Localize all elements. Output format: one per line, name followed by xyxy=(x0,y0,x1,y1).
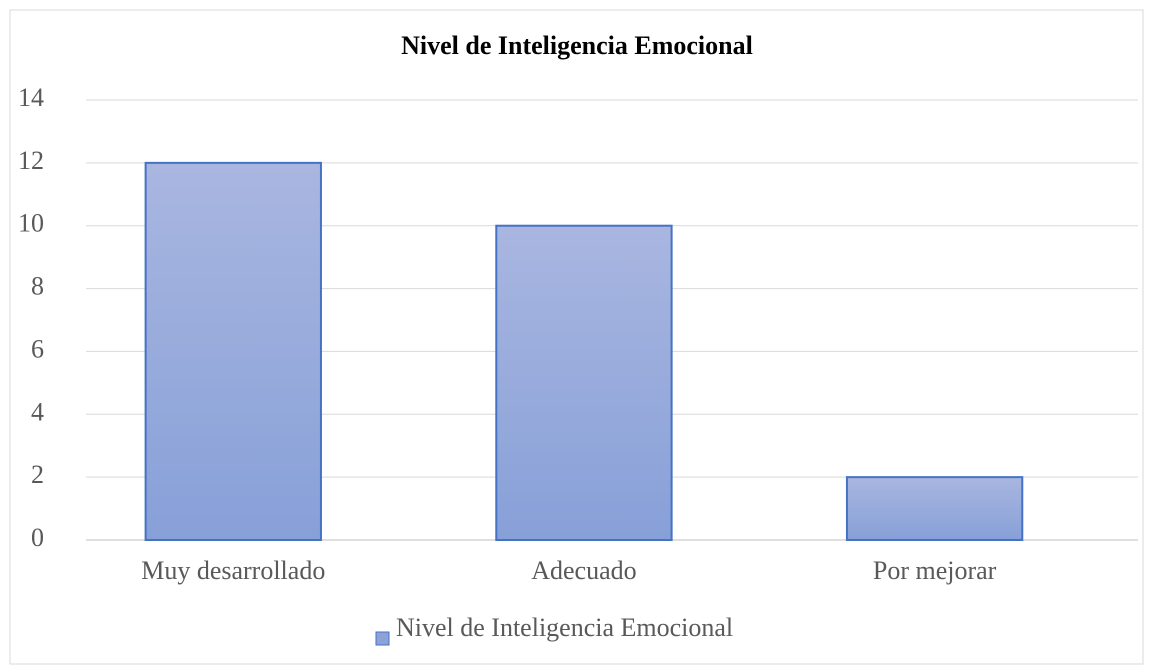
legend-swatch xyxy=(375,631,390,646)
x-tick-label: Adecuado xyxy=(531,556,636,585)
y-tick-label: 8 xyxy=(31,272,44,301)
y-tick-label: 6 xyxy=(31,334,44,363)
chart-title: Nivel de Inteligencia Emocional xyxy=(401,31,753,60)
x-tick-label: Por mejorar xyxy=(873,556,997,585)
legend-label: Nivel de Inteligencia Emocional xyxy=(396,613,733,642)
y-tick-label: 2 xyxy=(31,460,44,489)
bar xyxy=(845,476,1024,541)
y-tick-label: 0 xyxy=(31,523,44,552)
y-tick-label: 4 xyxy=(31,397,44,426)
bar xyxy=(495,224,673,541)
x-tick-label: Muy desarrollado xyxy=(141,556,325,585)
bar xyxy=(144,161,322,541)
y-tick-label: 12 xyxy=(18,146,44,175)
y-tick-label: 10 xyxy=(18,209,44,238)
y-tick-label: 14 xyxy=(18,83,44,112)
